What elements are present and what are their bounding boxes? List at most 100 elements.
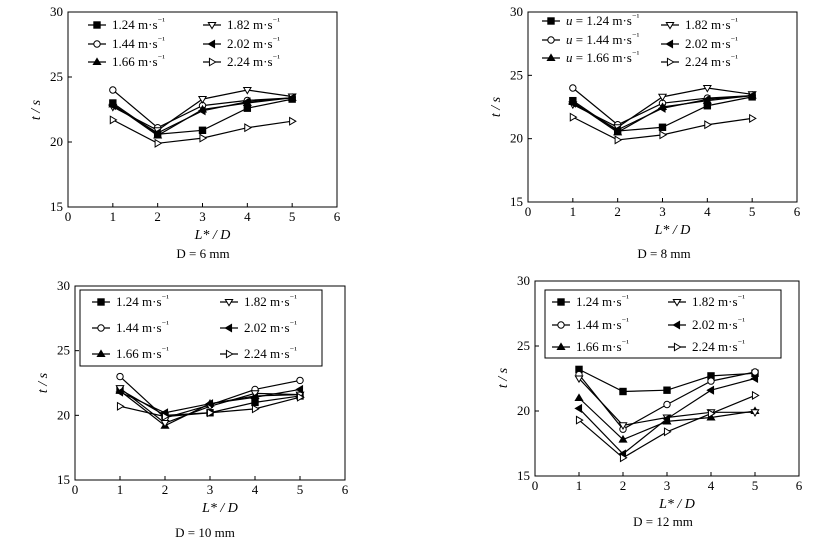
legend-frame — [544, 289, 782, 359]
data-point — [205, 399, 214, 409]
series-5 — [108, 93, 296, 138]
y-tick-label: 15 — [50, 199, 63, 214]
legend-label: 2.02 m·s⁻¹ — [692, 316, 745, 332]
legend-item: 2.02 m·s⁻¹ — [203, 35, 280, 51]
legend-marker — [546, 53, 556, 62]
panel-caption: D = 8 mm — [637, 246, 690, 261]
legend-item: 2.24 m·s⁻¹ — [661, 53, 738, 69]
data-point — [574, 393, 584, 402]
data-point — [750, 373, 759, 384]
legend-item: u = 1.24 m·s⁻¹ — [542, 12, 640, 28]
data-point — [619, 453, 628, 463]
legend-marker — [225, 349, 234, 359]
y-tick-label: 20 — [510, 131, 523, 146]
y-axis-label: t / s — [489, 96, 504, 117]
y-tick-label: 30 — [57, 278, 70, 293]
legend-label: u = 1.24 m·s⁻¹ — [566, 12, 640, 28]
panel-caption: D = 12 mm — [633, 514, 693, 529]
plot-frame — [534, 280, 800, 477]
legend-label: u = 1.44 m·s⁻¹ — [566, 31, 640, 47]
data-point — [657, 93, 668, 102]
legend-label: 1.82 m·s⁻¹ — [244, 293, 297, 309]
legend-label: 2.02 m·s⁻¹ — [227, 35, 280, 51]
y-tick-label: 20 — [50, 134, 63, 149]
data-point — [663, 400, 671, 409]
x-tick-label: 5 — [752, 478, 759, 493]
chart-panel-2: 0 1 2 3 4 5 6 15 20 25 30 L* / D t / s D = 8 mm u = 1.… — [489, 4, 801, 261]
legend-item: 1.66 m·s⁻¹ — [92, 345, 169, 361]
x-tick-label: 6 — [342, 482, 349, 497]
data-point — [574, 403, 583, 413]
x-tick-label: 0 — [525, 204, 532, 219]
y-tick-label: 25 — [57, 343, 70, 358]
legend-marker — [672, 298, 682, 307]
x-tick-label: 0 — [72, 482, 79, 497]
x-tick-label: 0 — [65, 209, 72, 224]
data-point — [659, 130, 668, 140]
legend-item: 1.66 m·s⁻¹ — [552, 338, 629, 354]
data-point — [242, 97, 251, 107]
data-point — [160, 420, 170, 428]
legend-item: 1.82 m·s⁻¹ — [661, 16, 738, 32]
legend-item: 2.02 m·s⁻¹ — [661, 35, 738, 51]
data-point — [115, 387, 124, 397]
legend-marker — [224, 323, 233, 333]
legend-item: u = 1.66 m·s⁻¹ — [542, 49, 640, 65]
legend-label: 2.02 m·s⁻¹ — [685, 35, 738, 51]
legend-item: 2.24 m·s⁻¹ — [668, 338, 745, 354]
x-axis-label: L* / D — [201, 501, 238, 516]
data-point — [618, 434, 628, 443]
data-point — [116, 372, 124, 381]
data-point — [751, 390, 760, 400]
data-point — [295, 384, 304, 395]
series-6 — [569, 112, 757, 145]
x-tick-label: 4 — [704, 204, 711, 219]
x-tick-label: 1 — [570, 204, 577, 219]
data-point — [662, 414, 671, 424]
x-tick-label: 4 — [244, 209, 251, 224]
series-1 — [575, 365, 759, 396]
legend-marker — [557, 298, 565, 306]
data-point — [702, 84, 712, 93]
panel-caption: D = 6 mm — [176, 246, 229, 261]
data-point — [574, 375, 584, 384]
legend-item: 1.82 m·s⁻¹ — [203, 16, 280, 32]
data-point — [109, 115, 118, 125]
legend-item: 1.24 m·s⁻¹ — [88, 16, 165, 32]
x-axis-label: L* / D — [194, 228, 231, 243]
y-tick-label: 15 — [57, 472, 70, 487]
legend-marker — [665, 21, 675, 30]
legend-marker — [207, 39, 216, 49]
x-tick-label: 2 — [620, 478, 627, 493]
data-point — [706, 385, 715, 395]
x-tick-label: 5 — [297, 482, 304, 497]
legend-label: 2.24 m·s⁻¹ — [227, 53, 280, 69]
data-point — [296, 376, 304, 385]
data-point — [707, 409, 716, 419]
legend-label: 1.66 m·s⁻¹ — [116, 345, 169, 361]
data-point — [663, 386, 671, 394]
legend-frame — [79, 289, 323, 367]
data-point — [199, 133, 208, 143]
x-axis-label: L* / D — [658, 497, 695, 512]
y-axis-label: t / s — [29, 99, 44, 120]
legend-marker — [93, 21, 101, 29]
legend-label: 1.66 m·s⁻¹ — [112, 53, 165, 69]
plot-frame — [74, 285, 346, 481]
legend-item: 1.44 m·s⁻¹ — [92, 319, 169, 335]
legend-marker — [207, 21, 217, 30]
legend-item: 1.24 m·s⁻¹ — [552, 293, 629, 309]
data-point — [663, 427, 672, 437]
x-tick-label: 5 — [749, 204, 756, 219]
legend-item: 2.24 m·s⁻¹ — [203, 53, 280, 69]
data-point — [751, 368, 759, 376]
x-tick-label: 3 — [659, 204, 666, 219]
data-point — [198, 126, 207, 134]
legend-marker — [547, 36, 555, 44]
legend-label: 1.44 m·s⁻¹ — [576, 316, 629, 332]
legend-item: 2.24 m·s⁻¹ — [220, 345, 297, 361]
legend-label: 2.24 m·s⁻¹ — [244, 345, 297, 361]
x-tick-label: 2 — [614, 204, 621, 219]
legend-label: 2.02 m·s⁻¹ — [244, 319, 297, 335]
